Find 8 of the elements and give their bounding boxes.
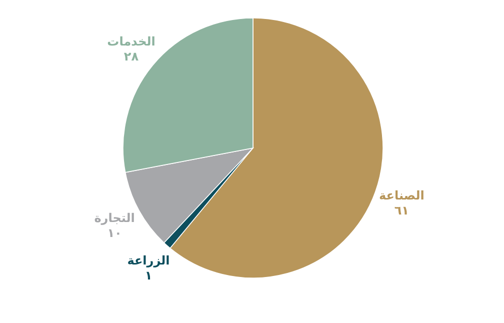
slice-label: التجارة — [94, 211, 135, 226]
data-label: ١٠ — [107, 226, 122, 240]
slice-label: الزراعة — [127, 254, 170, 268]
slice-label: الخدمات — [107, 34, 156, 48]
data-label: ٦١ — [394, 204, 409, 218]
data-label: ٢٨ — [124, 49, 140, 64]
data-label: ١ — [144, 268, 152, 283]
slice-label: الصناعة — [378, 188, 424, 203]
